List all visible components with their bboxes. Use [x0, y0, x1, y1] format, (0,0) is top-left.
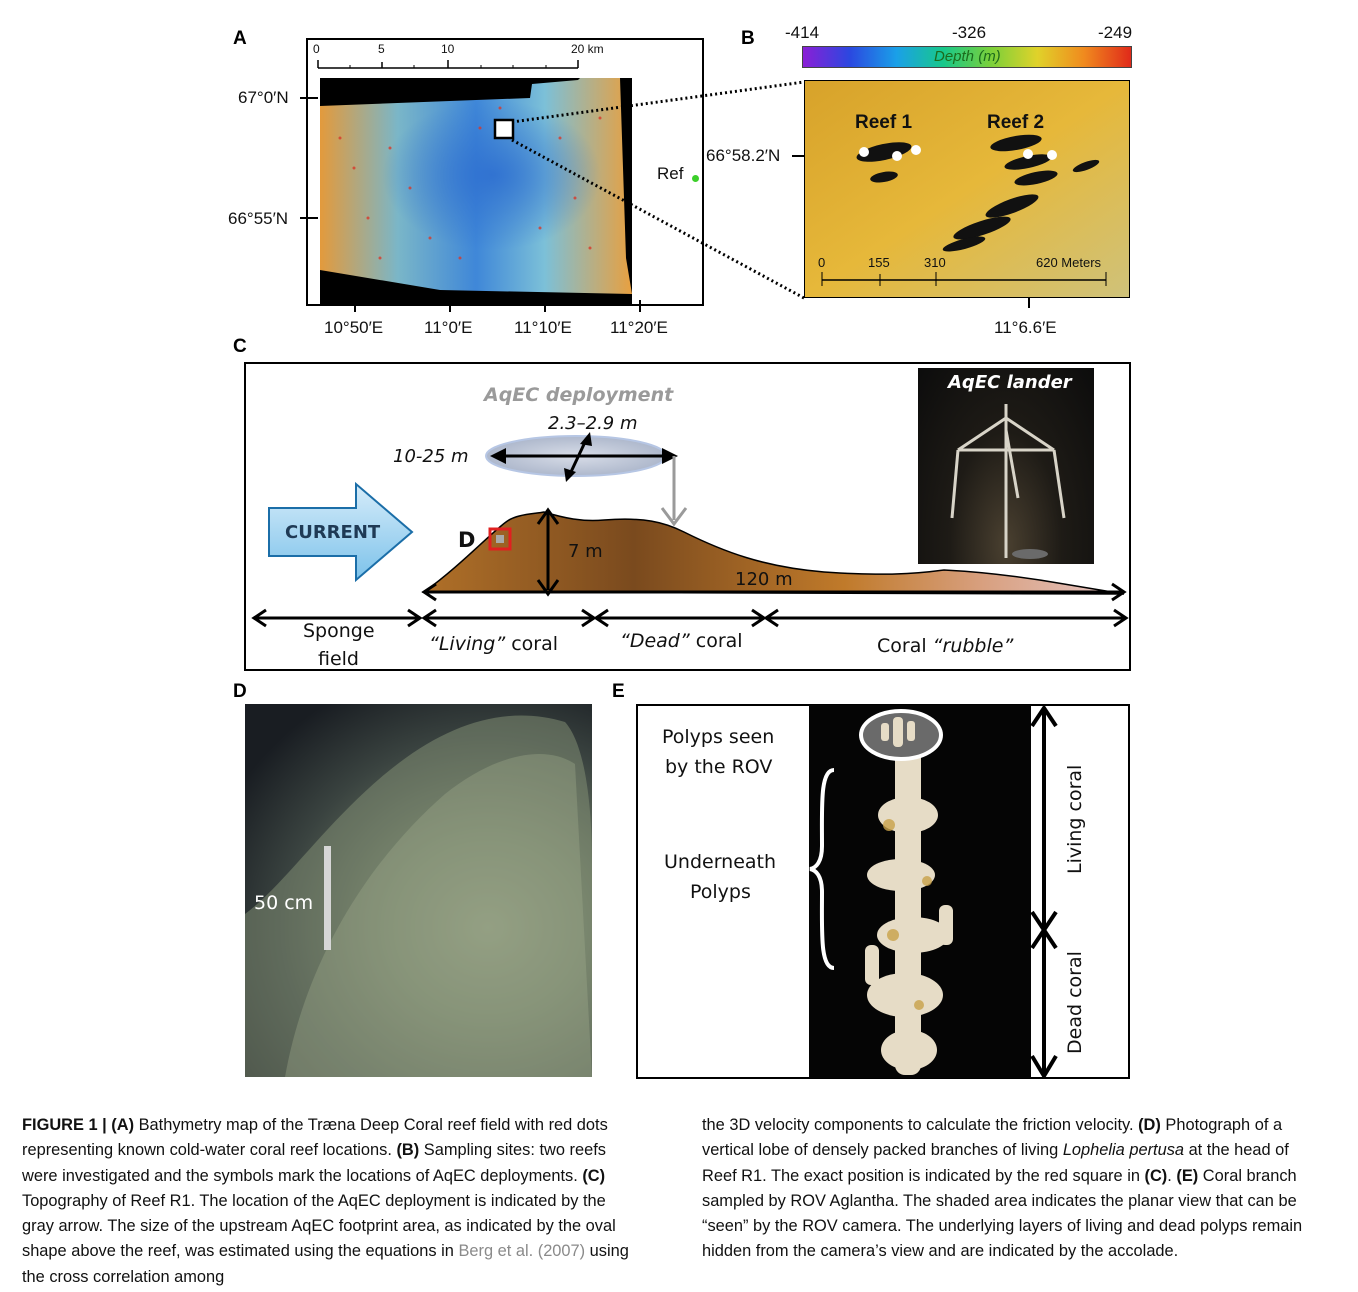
lon-label-10-50: 10°50′E	[324, 318, 384, 337]
ref-site-dot	[692, 175, 699, 182]
lon-label-11-10: 11°10′E	[514, 318, 572, 337]
underneath-polyps-line2: Polyps	[690, 881, 751, 903]
zone-living-coral: “Living” coral	[429, 633, 559, 655]
reef2-label: Reef 2	[987, 112, 1045, 133]
zoom-connector-lines	[511, 80, 805, 300]
colorbar-max: -249	[1098, 23, 1133, 42]
footprint-length-label: 10-25 m	[393, 446, 469, 467]
lon-label-11-20: 11°20′E	[610, 318, 668, 337]
b-lat-tick	[792, 155, 804, 157]
coral-zone-arrows	[1030, 704, 1058, 1078]
bathymetry-map	[320, 78, 632, 304]
b-scale-155: 155	[868, 255, 890, 270]
photo-scale-bar	[324, 846, 331, 950]
reef-height-label: 7 m	[568, 541, 603, 562]
b-scale-310: 310	[924, 255, 946, 270]
panel-label-c: C	[233, 336, 247, 357]
b-lat-label: 66°58.2′N	[706, 146, 781, 165]
panel-label-a: A	[233, 28, 247, 49]
panel-label-b: B	[741, 28, 755, 49]
zone-dead-coral: “Dead” coral	[620, 630, 743, 652]
reef-topography-diagram	[251, 432, 1129, 628]
panel-a-scalebar	[317, 60, 579, 69]
panel-a-frame	[306, 38, 704, 306]
caption-figure-label: FIGURE 1 |	[22, 1116, 112, 1134]
depth-colorbar	[802, 46, 1132, 68]
panel-label-e: E	[612, 681, 625, 702]
scale-tick-0: 0	[313, 42, 320, 56]
b-scale-0: 0	[818, 255, 826, 270]
b-lon-label: 11°6.6′E	[994, 318, 1057, 337]
footprint-width-label: 2.3–2.9 m	[548, 413, 638, 434]
lat-label-66-55: 66°55′N	[228, 209, 289, 228]
coral-branch-photo	[809, 705, 1031, 1078]
reef1-label: Reef 1	[855, 112, 913, 133]
zone-sponge-field-line2: field	[318, 648, 359, 670]
reef-site-map	[804, 80, 1130, 298]
current-label: CURRENT	[285, 522, 381, 543]
dead-coral-label: Dead coral	[1064, 951, 1086, 1054]
b-lon-tick	[1028, 298, 1030, 308]
lon-label-11-0: 11°0′E	[424, 318, 473, 337]
living-coral-label: Living coral	[1064, 764, 1086, 874]
panel-c-frame	[244, 362, 1131, 671]
panel-label-d: D	[233, 681, 247, 702]
polyps-seen-line1: Polyps seen	[662, 726, 775, 748]
panel-a-lon-ticks	[354, 300, 641, 312]
photo-location-marker-label: D	[458, 528, 476, 552]
sampling-area-square	[493, 118, 515, 140]
reef-length-label: 120 m	[735, 569, 793, 590]
ref-label: Ref	[657, 164, 684, 183]
zone-sponge-field-line1: Sponge	[303, 620, 375, 642]
figure-caption-right: the 3D velocity components to calculate …	[702, 1116, 1303, 1261]
scale-tick-5: 5	[378, 42, 385, 56]
polyps-seen-line2: by the ROV	[665, 756, 773, 778]
b-scale-620: 620 Meters	[1036, 255, 1102, 270]
citation-link[interactable]: Berg et al. (2007)	[458, 1242, 586, 1261]
scale-tick-20: 20 km	[571, 42, 604, 56]
coral-lobe-photo	[245, 704, 592, 1077]
aqec-lander-photo	[918, 368, 1094, 564]
colorbar-title: Depth (m)	[934, 48, 1001, 65]
photo-scale-label: 50 cm	[254, 892, 314, 914]
colorbar-mid: -326	[952, 23, 987, 42]
scale-tick-10: 10	[441, 42, 455, 56]
zone-coral-rubble: Coral “rubble”	[877, 635, 1014, 657]
aqec-lander-label: AqEC lander	[948, 372, 1072, 393]
figure-caption-left: FIGURE 1 | (A) Bathymetry map of the Træ…	[22, 1116, 629, 1286]
lat-label-67-0: 67°0′N	[238, 88, 289, 107]
underneath-polyps-line1: Underneath	[664, 851, 777, 873]
accolade-bracket	[809, 768, 835, 970]
aqec-deployment-label: AqEC deployment	[484, 384, 674, 406]
panel-a-lat-ticks	[300, 97, 318, 219]
colorbar-min: -414	[785, 23, 820, 42]
